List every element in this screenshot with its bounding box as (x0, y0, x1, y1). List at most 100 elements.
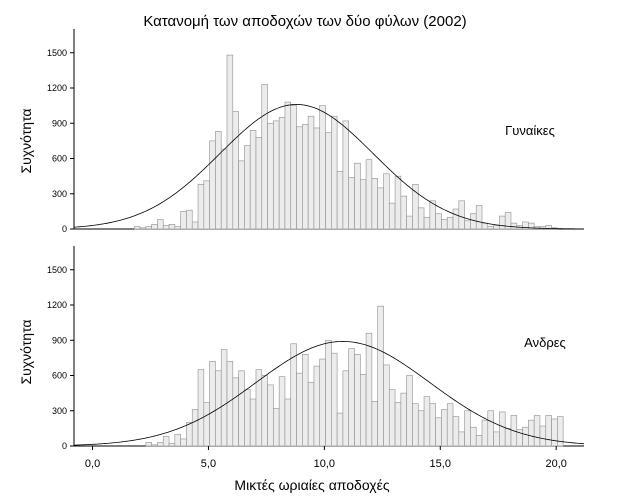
histogram-bar (342, 370, 350, 447)
panel-men: 0 300 600 900 1200 1500 Ανδρες (47, 246, 585, 451)
histogram-bar (174, 433, 181, 447)
histogram-bar (493, 225, 500, 230)
histogram-bar (475, 435, 483, 447)
histogram-bar (203, 402, 210, 447)
histogram-bar (157, 442, 164, 447)
histogram-bar (273, 408, 280, 447)
histogram-bar (162, 225, 170, 230)
histogram-bar (371, 178, 378, 230)
histogram-bar (336, 412, 344, 447)
histogram-bar (273, 120, 280, 230)
histogram-bar (325, 132, 332, 230)
histogram-bar (412, 403, 419, 447)
histogram-bar (545, 415, 552, 447)
histogram-bar (522, 426, 529, 447)
histogram-bar (133, 226, 141, 230)
histogram-bar (290, 105, 297, 230)
histogram-bar (458, 200, 465, 230)
histogram-bar (238, 370, 245, 447)
histogram-bar (151, 224, 158, 230)
histogram-bar (162, 436, 170, 447)
histogram-bar (470, 213, 477, 230)
histogram-bar (249, 130, 257, 230)
y-tick-label: 600 (52, 154, 67, 164)
histogram-bar (325, 339, 332, 447)
normal-curve (73, 104, 584, 230)
histogram-bar (180, 438, 187, 447)
histogram-bar (278, 376, 286, 447)
histogram-bar (452, 416, 460, 447)
histogram-bar (319, 105, 326, 230)
histogram-bar (528, 419, 535, 447)
histogram-bar (388, 389, 396, 447)
histogram-bar (504, 212, 512, 230)
histogram-bar (377, 187, 384, 230)
histogram-bar (145, 226, 152, 230)
histogram-bar (191, 409, 199, 447)
histogram-bar (539, 425, 547, 447)
x-tick-label: 15,0 (430, 458, 451, 470)
histogram-bar (406, 215, 413, 230)
y-tick-label: 1500 (47, 265, 67, 275)
histogram-bar (533, 415, 541, 447)
histogram-bar (481, 419, 489, 447)
histogram-bar (168, 224, 176, 230)
histogram-bar (348, 348, 355, 447)
histogram-bar (435, 213, 442, 230)
histogram-bar (186, 209, 193, 230)
histogram-bar (359, 374, 367, 447)
histogram-bar (394, 175, 402, 230)
histogram-bar (157, 219, 164, 230)
histogram-bar (180, 211, 187, 230)
histogram-bar (446, 403, 454, 447)
histogram-bar (220, 148, 228, 230)
y-tick-label: 300 (52, 406, 67, 416)
chart-title: Κατανομή των αποδοχών των δύο φύλων (200… (143, 13, 466, 30)
histogram-bar (354, 162, 361, 230)
y-tick-label: 1200 (47, 300, 67, 310)
histogram-bar (238, 160, 245, 230)
histogram-bar (290, 343, 297, 447)
histogram-bar (400, 195, 407, 230)
histogram-bar (220, 349, 228, 447)
histogram-bar (504, 428, 512, 447)
histogram-bar (551, 418, 558, 447)
histogram-bar (336, 171, 344, 230)
histogram-bar (354, 354, 361, 447)
histogram-bar (307, 115, 315, 230)
histogram-bar (394, 402, 402, 447)
x-axis-title: Μικτές ωριαίες αποδοχές (234, 477, 389, 493)
histogram-bar (284, 101, 292, 230)
histogram-bar (383, 173, 390, 230)
x-tick-label: 5,0 (201, 458, 216, 470)
histogram-bar (302, 124, 309, 230)
histogram-bar (209, 140, 216, 230)
histogram-bar (209, 361, 216, 447)
histogram-bar (423, 396, 431, 447)
histogram-bar (244, 389, 251, 447)
histogram-bar (255, 369, 263, 447)
histogram-bar (174, 226, 181, 230)
histogram-bar (215, 131, 222, 230)
histogram-bar (441, 219, 448, 230)
histogram-bar (226, 361, 234, 447)
histogram-bar (371, 401, 378, 447)
histogram-bar (145, 442, 152, 447)
histogram-bar (365, 332, 373, 447)
y-axis-title-bottom: Συχνότητα (18, 320, 34, 385)
histogram-bar (232, 111, 239, 230)
y-tick-label: 0 (62, 441, 67, 451)
histogram-bar (487, 410, 494, 447)
histogram-bar (400, 392, 407, 447)
histogram-bar (499, 215, 506, 230)
histogram-bar (197, 369, 205, 447)
histogram-bar (168, 443, 176, 447)
y-axis-title-top: Συχνότητα (18, 109, 34, 174)
histogram-bar (557, 416, 564, 447)
histogram-bar (417, 410, 425, 447)
y-tick-label: 300 (52, 189, 67, 199)
histogram-bar (342, 120, 350, 230)
histogram-bar (331, 115, 338, 230)
histogram-bar (388, 202, 396, 230)
